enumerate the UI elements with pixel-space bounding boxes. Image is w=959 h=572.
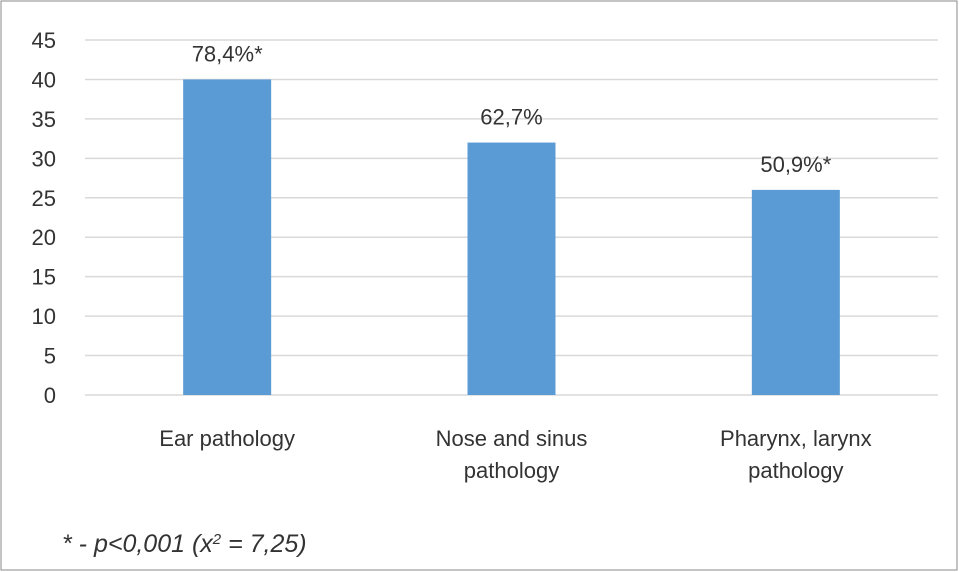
footnote: * - p<0,001 (x2 = 7,25) (62, 530, 307, 558)
y-tick-label: 25 (32, 186, 56, 211)
x-tick-label: Ear pathology (159, 426, 296, 451)
y-tick-label: 10 (32, 304, 56, 329)
y-tick-label: 35 (32, 107, 56, 132)
x-tick-label: Pharynx, larynx pathology (720, 426, 872, 483)
bar (467, 142, 556, 395)
y-tick-label: 0 (44, 383, 56, 408)
y-tick-label: 20 (32, 225, 56, 250)
bar (751, 189, 840, 395)
footnote-part: 2 (212, 531, 222, 548)
footnote-part: = 7,25) (221, 530, 306, 558)
bar-annotation: 62,7% (480, 105, 542, 130)
x-tick-label: Nose and sinus pathology (435, 426, 588, 483)
footnote-part: * - p<0,001 (x (62, 530, 214, 558)
y-tick-label: 45 (32, 28, 56, 53)
bar (183, 79, 272, 395)
bar-annotation: 50,9%* (760, 152, 831, 177)
y-tick-label: 30 (32, 146, 56, 171)
y-tick-label: 40 (32, 67, 56, 92)
y-tick-label: 5 (44, 344, 56, 369)
bar-annotation: 78,4%* (192, 41, 263, 66)
y-tick-label: 15 (32, 265, 56, 290)
